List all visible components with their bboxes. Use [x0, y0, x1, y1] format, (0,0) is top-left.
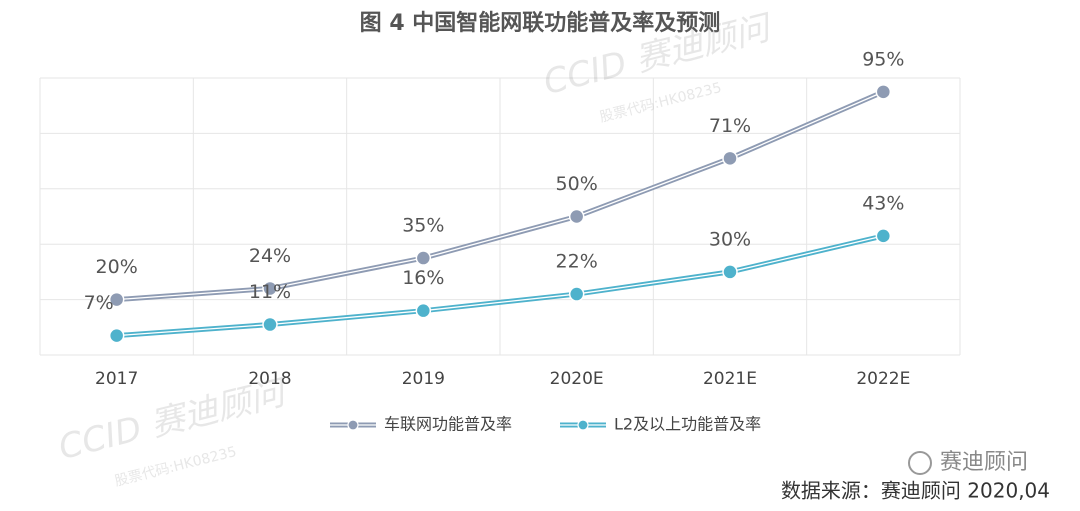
marker	[875, 84, 892, 100]
data-label: 20%	[96, 256, 138, 278]
data-label: 50%	[556, 173, 598, 195]
data-label: 7%	[84, 292, 114, 314]
marker	[415, 250, 432, 266]
legend-label: 车联网功能普及率	[384, 415, 512, 434]
chart-title: 图 4 中国智能网联功能普及率及预测	[360, 10, 721, 36]
data-label: 30%	[709, 228, 751, 250]
x-tick-label: 2019	[402, 369, 445, 389]
x-tick-label: 2020E	[550, 369, 604, 389]
marker	[262, 316, 278, 333]
x-tick-label: 2022E	[856, 369, 910, 389]
legend-marker	[347, 419, 359, 431]
data-label: 11%	[249, 281, 291, 303]
series-line-inner	[116, 91, 884, 301]
marker	[722, 150, 738, 167]
legend-marker	[577, 419, 589, 431]
data-label: 95%	[862, 48, 904, 70]
marker	[568, 208, 585, 225]
data-label: 16%	[402, 267, 444, 289]
x-tick-label: 2018	[248, 369, 291, 389]
marker	[108, 291, 125, 308]
x-tick-label: 2017	[95, 369, 138, 389]
data-label: 24%	[249, 245, 291, 267]
marker	[722, 264, 738, 280]
marker	[568, 286, 585, 302]
marker	[415, 302, 432, 319]
logo-text: 赛迪顾问	[940, 450, 1028, 475]
marker	[262, 280, 278, 297]
source: 数据来源：赛迪顾问 2020,04	[781, 479, 1050, 503]
marker	[875, 228, 892, 244]
data-label: 71%	[709, 115, 751, 137]
marker	[108, 327, 125, 344]
data-label: 43%	[862, 192, 904, 214]
data-label: 22%	[556, 251, 598, 273]
x-tick-label: 2021E	[703, 369, 757, 389]
data-label: 35%	[402, 215, 444, 237]
legend-label: L2及以上功能普及率	[614, 415, 761, 434]
series-line-inner	[116, 235, 884, 337]
logo-icon	[908, 451, 932, 475]
